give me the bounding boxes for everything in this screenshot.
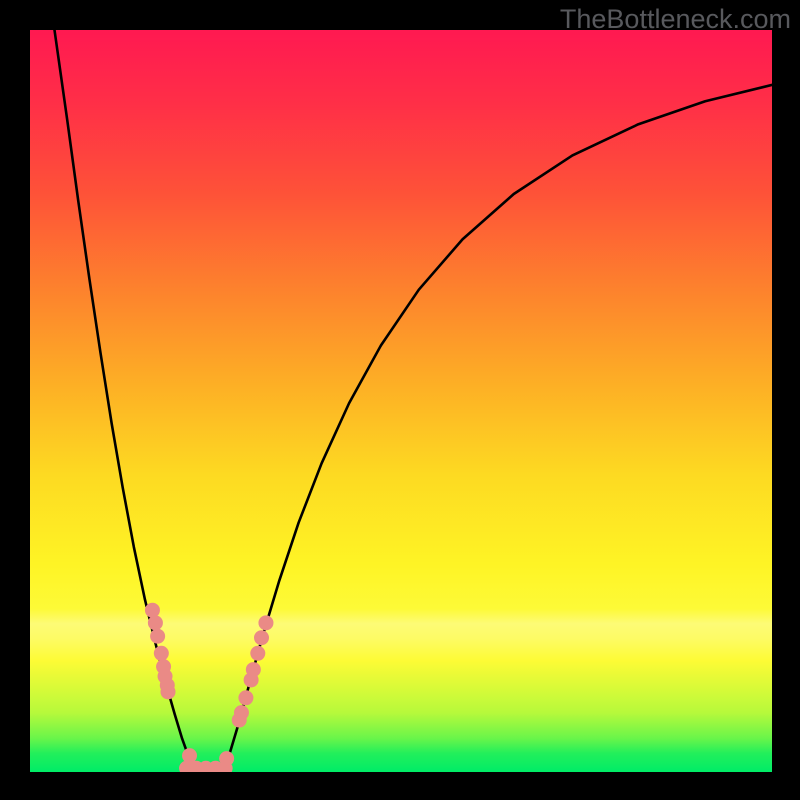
data-marker — [182, 748, 197, 763]
data-marker — [154, 646, 169, 661]
data-marker — [219, 751, 234, 766]
data-marker — [150, 629, 165, 644]
data-marker — [246, 662, 261, 677]
data-marker — [148, 615, 163, 630]
data-marker — [145, 603, 160, 618]
watermark-text: TheBottleneck.com — [560, 4, 791, 35]
bottleneck-chart — [30, 30, 772, 772]
gradient-background — [30, 30, 772, 772]
data-marker — [156, 659, 171, 674]
data-marker — [258, 615, 273, 630]
data-marker — [238, 690, 253, 705]
data-marker — [250, 646, 265, 661]
data-marker — [254, 630, 269, 645]
data-marker — [234, 705, 249, 720]
